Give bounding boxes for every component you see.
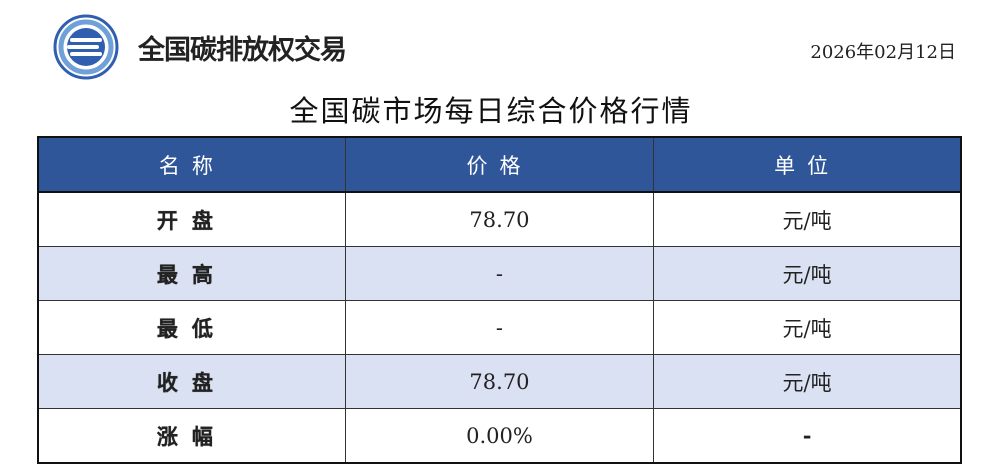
row-unit: 元/吨: [653, 300, 962, 355]
column-header-price: 价格: [344, 136, 655, 193]
row-price: -: [344, 246, 655, 301]
table-header-row: 名称 价格 单位: [37, 136, 962, 193]
column-header-unit: 单位: [653, 136, 962, 193]
row-name: 最高: [37, 246, 346, 301]
table-row: 最高 - 元/吨: [37, 246, 962, 301]
logo-emblem-icon: [53, 14, 119, 80]
row-unit: 元/吨: [653, 354, 962, 409]
row-price: 78.70: [344, 354, 655, 409]
table-row: 收盘 78.70 元/吨: [37, 354, 962, 409]
column-header-name: 名称: [37, 136, 346, 193]
row-unit: -: [653, 408, 962, 464]
table-row: 最低 - 元/吨: [37, 300, 962, 355]
report-date: 2026年02月12日: [810, 42, 956, 63]
row-name: 最低: [37, 300, 346, 355]
page-title: 全国碳市场每日综合价格行情: [289, 94, 693, 128]
row-name: 涨幅: [37, 408, 346, 464]
brand-name: 全国碳排放权交易: [138, 35, 347, 66]
row-unit: 元/吨: [653, 246, 962, 301]
row-name: 开盘: [37, 191, 346, 247]
table-row: 涨幅 0.00% -: [37, 408, 962, 464]
row-price: 0.00%: [344, 408, 655, 464]
table-row: 开盘 78.70 元/吨: [37, 191, 962, 247]
row-name: 收盘: [37, 354, 346, 409]
price-table: 名称 价格 单位 开盘 78.70 元/吨 最高 - 元/吨 最低 - 元/吨 …: [37, 136, 962, 464]
row-price: -: [344, 300, 655, 355]
row-unit: 元/吨: [653, 191, 962, 247]
row-price: 78.70: [344, 191, 655, 247]
